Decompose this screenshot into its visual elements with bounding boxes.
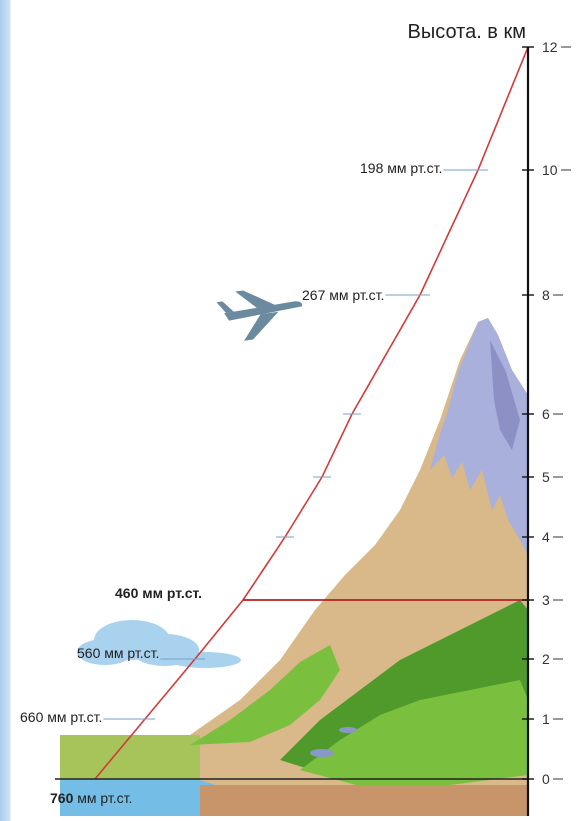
lake-2 [339, 727, 357, 733]
axis-tick-label-0: 0 [542, 771, 550, 787]
axis-tick-label-3: 3 [542, 592, 550, 608]
pressure-label-2km: 560 мм рт.ст. [77, 645, 159, 661]
axis-tick-label-5: 5 [542, 469, 550, 485]
pressure-label-3km: 460 мм рт.ст. [115, 585, 202, 601]
axis-tick-label-1: 1 [542, 711, 550, 727]
mountain-snow-shadow [490, 340, 520, 450]
pressure-unit-3km: мм рт.ст. [138, 585, 202, 601]
airplane-icon [216, 290, 303, 341]
pressure-label-0km: 760 мм рт.ст. [50, 790, 132, 806]
ground-strip [200, 785, 528, 816]
pressure-value-2km: 560 [77, 645, 101, 661]
axis-tick-label-10: 10 [542, 162, 558, 178]
pressure-value-10km: 198 [360, 160, 384, 176]
pressure-value-0km: 760 [50, 790, 74, 806]
pressure-unit-8km: мм рт.ст. [325, 287, 384, 303]
pressure-unit-1km: мм рт.ст. [43, 709, 102, 725]
pressure-value-1km: 660 [20, 709, 44, 725]
grass-patch-right [300, 680, 528, 786]
axis-tick-label-4: 4 [542, 529, 550, 545]
pressure-label-1km: 660 мм рт.ст. [20, 709, 102, 725]
axis-title: Высота. в км [408, 21, 526, 43]
field [60, 735, 200, 780]
pressure-labels: 760 мм рт.ст.660 мм рт.ст.560 мм рт.ст.4… [20, 160, 488, 806]
axis-tick-label-8: 8 [542, 287, 550, 303]
mountain-illustration [60, 318, 528, 816]
pressure-label-8km: 267 мм рт.ст. [302, 287, 384, 303]
pressure-unit-2km: мм рт.ст. [100, 645, 159, 661]
axis-tick-label-2: 2 [542, 651, 550, 667]
pressure-unit-10km: мм рт.ст. [383, 160, 442, 176]
pressure-value-8km: 267 [302, 287, 326, 303]
grass-patch-left [190, 645, 340, 745]
pressure-value-3km: 460 [115, 585, 139, 601]
axis-tick-label-12: 12 [542, 39, 558, 55]
water [60, 780, 230, 816]
pressure-label-10km: 198 мм рт.ст. [360, 160, 442, 176]
lake-1 [310, 749, 334, 757]
pressure-unit-0km: мм рт.ст. [73, 790, 132, 806]
cloud-icon [77, 620, 241, 668]
axis-tick-label-6: 6 [542, 406, 550, 422]
